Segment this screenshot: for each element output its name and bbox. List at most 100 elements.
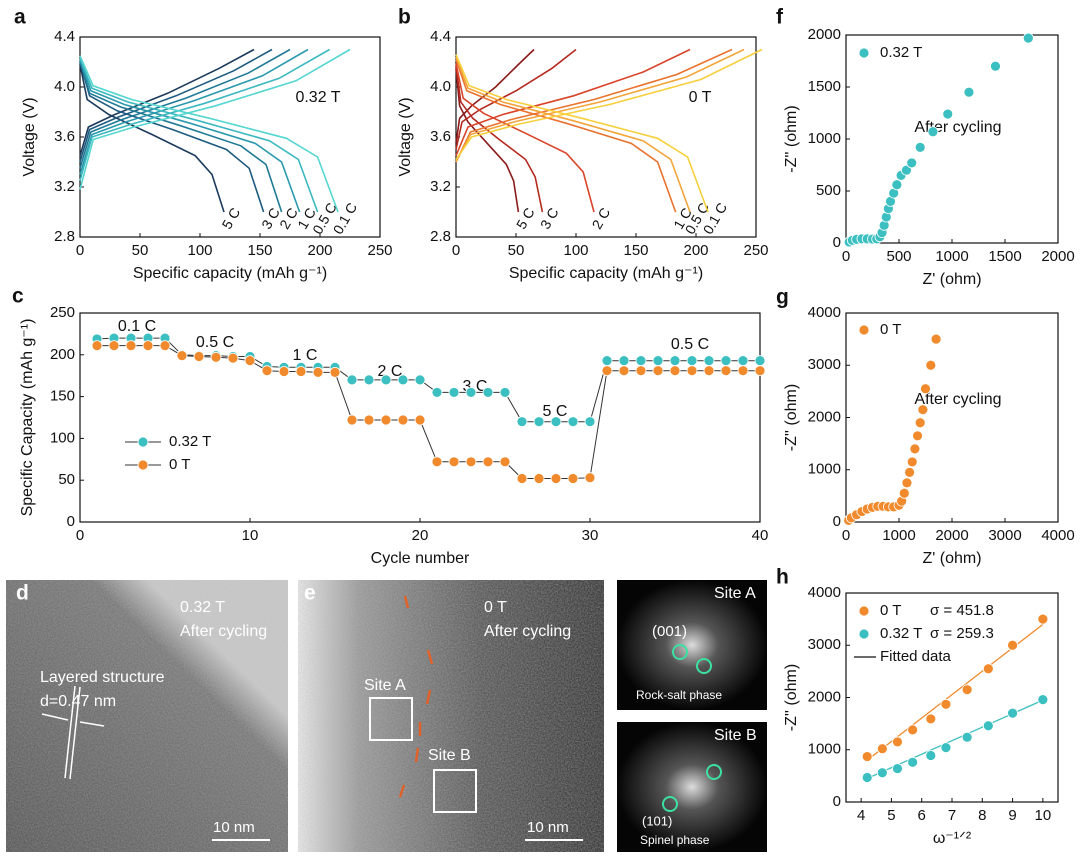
y-tick-label: 4.4 (54, 28, 75, 45)
x-tick-label: 200 (683, 242, 708, 259)
data-point (686, 365, 698, 377)
curve (455, 59, 677, 213)
annotation: (101) (642, 813, 672, 828)
data-point (465, 387, 477, 398)
data-point (584, 472, 596, 484)
y-axis-label: -Z'' (ohm) (783, 384, 800, 451)
data-point (414, 374, 426, 386)
annotation: Layered structure (40, 669, 165, 686)
data-point (329, 366, 341, 378)
data-point (346, 374, 358, 386)
x-tick-label: 50 (132, 242, 149, 259)
y-tick-label: 4.0 (430, 78, 451, 95)
data-point (550, 416, 562, 428)
data-point (961, 731, 973, 743)
arrow (41, 713, 69, 721)
data-point (261, 365, 273, 377)
data-point (940, 742, 952, 754)
fft-background (617, 722, 767, 852)
x-tick-label: 0 (76, 242, 84, 259)
plot-frame (455, 36, 757, 238)
data-point (904, 466, 915, 478)
annotation: σ = 451.8 (930, 602, 994, 619)
y-tick-label: 2000 (808, 26, 841, 43)
data-point (533, 473, 545, 484)
y-tick-label: 0 (833, 513, 841, 530)
y-tick-label: 200 (50, 346, 75, 363)
y-tick-label: 250 (50, 304, 75, 321)
curve (455, 48, 763, 160)
y-tick-label: 1500 (808, 78, 841, 95)
x-tick-label: 0 (842, 527, 850, 544)
data-point (720, 365, 732, 377)
panel-g: g 0 1000 2000 3000 4000 0 1000 2000 3000 4000 Z' (o… (776, 286, 1075, 568)
curve (79, 48, 351, 190)
data-point (431, 456, 443, 468)
data-point (940, 698, 952, 710)
x-axis-label: Z' (ohm) (922, 271, 981, 288)
data-point (891, 179, 903, 191)
data-point (925, 750, 937, 761)
data-point (635, 365, 647, 377)
data-point (635, 355, 647, 367)
site-box (433, 769, 477, 813)
legend-marker (858, 47, 870, 59)
annotation: 0 T (484, 599, 507, 616)
y-tick-label: 2.8 (430, 228, 451, 245)
spot-marker (706, 764, 722, 780)
data-point (720, 355, 732, 367)
x-tick-label: 7 (948, 807, 956, 824)
annotation: Rock-salt phase (636, 688, 722, 702)
x-tick-label: 20 (412, 527, 429, 544)
data-point (669, 355, 681, 367)
data-point (601, 365, 613, 377)
curve (455, 56, 691, 213)
data-point (892, 736, 903, 748)
y-tick-label: 4000 (808, 584, 841, 601)
legend-label: 0.32 T (169, 433, 211, 450)
x-tick-label: 3000 (988, 527, 1021, 544)
panel-letter: h (776, 566, 789, 589)
x-tick-label: 4000 (1041, 527, 1074, 544)
legend-marker (858, 324, 870, 336)
x-tick-label: 9 (1008, 807, 1016, 824)
curve (79, 61, 265, 213)
tem-image-d: d 0.32 T After cycling Layered structure… (6, 580, 288, 852)
y-tick-label: 2.8 (54, 228, 75, 245)
data-point (448, 387, 460, 398)
data-point (601, 355, 613, 367)
annotation: 0 T (689, 89, 712, 106)
scale-label: 10 nm (527, 819, 569, 836)
annotation: Site B (428, 747, 471, 764)
panel-letter: c (12, 285, 24, 308)
y-tick-label: 50 (58, 471, 75, 488)
data-point (397, 374, 409, 386)
curve (455, 68, 520, 213)
y-tick-label: 2000 (808, 408, 841, 425)
data-point (927, 126, 939, 138)
data-point (898, 487, 910, 499)
data-point (907, 756, 919, 768)
data-point (669, 365, 681, 377)
y-axis-label: -Z'' (ohm) (783, 664, 800, 731)
panel-a: a 0 50 100 150 200 250 2.8 3.2 3.6 4.0 4.4 Specific … (14, 6, 393, 283)
site-box (369, 697, 413, 741)
data-point (380, 414, 392, 426)
curve (455, 48, 733, 163)
panel-b: b 0 50 100 150 200 250 2.8 3.2 3.6 4.0 4.4 Specific … (397, 6, 768, 283)
x-tick-label: 6 (918, 807, 926, 824)
data-point (917, 404, 929, 416)
data-point (906, 456, 918, 468)
x-tick-label: 100 (187, 242, 212, 259)
data-point (982, 663, 994, 675)
curve (79, 64, 225, 213)
data-point (618, 365, 630, 377)
data-point (244, 355, 256, 367)
data-point (278, 366, 290, 377)
panel-h: h 4 5 6 7 8 9 10 0 1000 2000 3000 4000 ω⁻¹ᐟ² -Z'' (ohm… (776, 566, 1059, 847)
data-point (482, 387, 494, 398)
data-point (533, 416, 545, 428)
plot-frame (845, 312, 1059, 523)
x-tick-label: 1500 (988, 248, 1021, 265)
y-tick-label: 0 (833, 234, 841, 251)
